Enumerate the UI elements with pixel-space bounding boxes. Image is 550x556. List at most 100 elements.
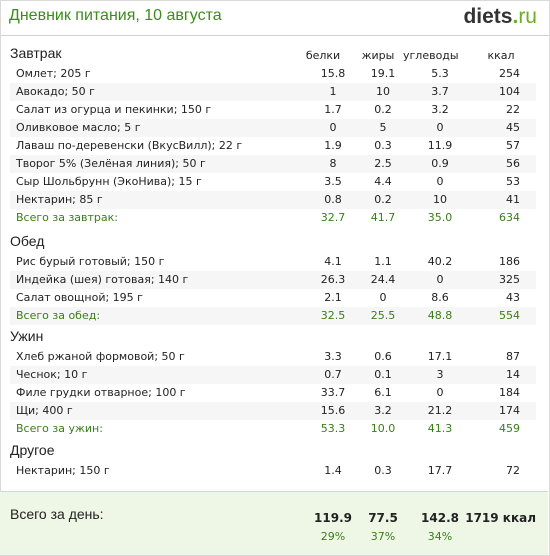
food-fat: 6.1 (374, 386, 392, 399)
section-total-kcal: 554 (499, 309, 520, 322)
section-title: Завтрак (10, 45, 62, 61)
food-name: Рис бурый готовый; 150 г (16, 255, 165, 268)
food-protein: 1.4 (324, 464, 342, 477)
food-row[interactable]: Хлеб ржаной формовой; 50 г 3.3 0.6 17.1 87 (10, 348, 536, 366)
food-name: Оливковое масло; 5 г (16, 121, 141, 134)
food-protein: 33.7 (320, 386, 346, 399)
column-header-fat: жиры (361, 49, 395, 62)
food-kcal: 45 (506, 121, 520, 134)
food-carbs: 0 (436, 121, 444, 134)
food-carbs: 5.3 (431, 67, 449, 80)
food-name: Творог 5% (Зелёная линия); 50 г (16, 157, 206, 170)
day-total-carbs: 142.8 (421, 511, 459, 525)
food-kcal: 72 (506, 464, 520, 477)
food-name: Хлеб ржаной формовой; 50 г (16, 350, 185, 363)
food-name: Авокадо; 50 г (16, 85, 95, 98)
food-name: Нектарин; 150 г (16, 464, 110, 477)
section-total-protein: 32.5 (320, 309, 346, 322)
food-row[interactable]: Салат овощной; 195 г 2.1 0 8.6 43 (10, 289, 536, 307)
food-fat: 24.4 (370, 273, 396, 286)
food-name: Сыр Шольбрунн (ЭкоНива); 15 г (16, 175, 202, 188)
food-protein: 3.5 (324, 175, 342, 188)
brand-dot: . (512, 5, 519, 28)
food-carbs: 0 (436, 273, 444, 286)
food-row[interactable]: Щи; 400 г 15.6 3.2 21.2 174 (10, 402, 536, 420)
day-total-kcal: 1719 ккал (465, 511, 536, 525)
section-total-fat: 10.0 (370, 422, 396, 435)
section-total-kcal: 459 (499, 422, 520, 435)
food-row[interactable]: Филе грудки отварное; 100 г 33.7 6.1 0 184 (10, 384, 536, 402)
food-carbs: 0.9 (431, 157, 449, 170)
column-header-carbs: углеводы (403, 49, 459, 62)
food-kcal: 254 (499, 67, 520, 80)
food-fat: 3.2 (374, 404, 392, 417)
food-row[interactable]: Чеснок; 10 г 0.7 0.1 3 14 (10, 366, 536, 384)
food-protein: 2.1 (324, 291, 342, 304)
food-carbs: 0 (436, 175, 444, 188)
food-fat: 0.6 (374, 350, 392, 363)
food-name: Нектарин; 85 г (16, 193, 103, 206)
food-kcal: 57 (506, 139, 520, 152)
food-row[interactable]: Салат из огурца и пекинки; 150 г 1.7 0.2 3.… (10, 101, 536, 119)
food-protein: 0.8 (324, 193, 342, 206)
food-fat: 0.3 (374, 139, 392, 152)
food-name: Омлет; 205 г (16, 67, 91, 80)
column-header-protein: белки (305, 49, 341, 62)
food-carbs: 0 (436, 386, 444, 399)
food-protein: 3.3 (324, 350, 342, 363)
food-fat: 5 (379, 121, 387, 134)
section-total-row: Всего за завтрак: 32.7 41.7 35.0 634 (10, 209, 536, 227)
page-title: Дневник питания, 10 августа (9, 7, 222, 24)
column-header-kcal: ккал (487, 49, 515, 62)
food-name: Щи; 400 г (16, 404, 73, 417)
food-row[interactable]: Творог 5% (Зелёная линия); 50 г 8 2.5 0.9 56 (10, 155, 536, 173)
food-protein: 0.7 (324, 368, 342, 381)
food-carbs: 17.1 (427, 350, 453, 363)
food-kcal: 53 (506, 175, 520, 188)
food-carbs: 10 (433, 193, 447, 206)
food-row[interactable]: Оливковое масло; 5 г 0 5 0 45 (10, 119, 536, 137)
section-total-fat: 41.7 (370, 211, 396, 224)
food-protein: 1.7 (324, 103, 342, 116)
food-protein: 8 (329, 157, 337, 170)
food-protein: 15.6 (320, 404, 346, 417)
food-row[interactable]: Индейка (шея) готовая; 140 г 26.3 24.4 0 325 (10, 271, 536, 289)
section-total-protein: 53.3 (320, 422, 346, 435)
food-name: Салат из огурца и пекинки; 150 г (16, 103, 212, 116)
brand-logo[interactable]: diets.ru (463, 5, 537, 29)
section-total-row: Всего за ужин: 53.3 10.0 41.3 459 (10, 420, 536, 438)
food-row[interactable]: Лаваш по-деревенски (ВкусВилл); 22 г 1.9 0… (10, 137, 536, 155)
food-carbs: 21.2 (427, 404, 453, 417)
food-fat: 0.1 (374, 368, 392, 381)
food-fat: 1.1 (374, 255, 392, 268)
food-fat: 0.3 (374, 464, 392, 477)
food-carbs: 3 (436, 368, 444, 381)
food-row[interactable]: Авокадо; 50 г 1 10 3.7 104 (10, 83, 536, 101)
food-carbs: 3.2 (431, 103, 449, 116)
food-kcal: 41 (506, 193, 520, 206)
food-kcal: 43 (506, 291, 520, 304)
brand-tld: ru (518, 5, 537, 28)
section-total-kcal: 634 (499, 211, 520, 224)
food-protein: 0 (329, 121, 337, 134)
food-kcal: 56 (506, 157, 520, 170)
food-fat: 4.4 (374, 175, 392, 188)
food-row[interactable]: Нектарин; 150 г 1.4 0.3 17.7 72 (10, 462, 536, 480)
food-fat: 2.5 (374, 157, 392, 170)
section-title: Ужин (10, 328, 44, 344)
food-name: Лаваш по-деревенски (ВкусВилл); 22 г (16, 139, 243, 152)
food-name: Филе грудки отварное; 100 г (16, 386, 186, 399)
section-total-carbs: 48.8 (427, 309, 453, 322)
food-carbs: 3.7 (431, 85, 449, 98)
food-row[interactable]: Рис бурый готовый; 150 г 4.1 1.1 40.2 186 (10, 253, 536, 271)
food-row[interactable]: Нектарин; 85 г 0.8 0.2 10 41 (10, 191, 536, 209)
brand-name: diets (463, 5, 513, 28)
food-kcal: 87 (506, 350, 520, 363)
food-row[interactable]: Омлет; 205 г 15.8 19.1 5.3 254 (10, 65, 536, 83)
food-carbs: 17.7 (427, 464, 453, 477)
food-name: Индейка (шея) готовая; 140 г (16, 273, 189, 286)
food-protein: 1 (329, 85, 337, 98)
day-total-label: Всего за день: (10, 506, 104, 522)
food-kcal: 174 (499, 404, 520, 417)
food-row[interactable]: Сыр Шольбрунн (ЭкоНива); 15 г 3.5 4.4 0 53 (10, 173, 536, 191)
